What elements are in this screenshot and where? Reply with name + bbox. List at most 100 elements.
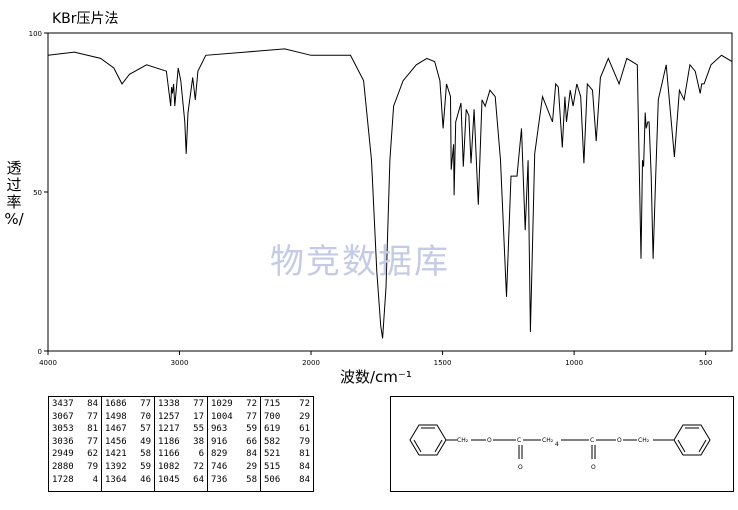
peak-wavenumber: 1338 <box>158 399 180 409</box>
peak-wavenumber: 1029 <box>211 399 233 409</box>
molecular-structure: CH₂ O C O CH₂ 4 C O O CH₂ <box>390 396 734 492</box>
peak-row: 1166 6 <box>158 448 204 461</box>
peak-wavenumber: 715 <box>264 399 281 409</box>
peak-row: 2880 79 <box>52 461 98 474</box>
ir-spectrum-chart: 4000 3000 2000 1500 1000 500 0 50 100 <box>29 30 733 367</box>
x-axis-title: 波数/cm⁻¹ <box>340 368 412 386</box>
peak-transmittance: 72 <box>193 461 204 472</box>
peak-transmittance: 55 <box>193 424 204 435</box>
peak-wavenumber: 3067 <box>52 411 74 422</box>
x-tick-label: 1000 <box>565 359 583 367</box>
peak-transmittance: 84 <box>87 399 98 409</box>
peak-row: 1467 57 <box>105 423 151 436</box>
peak-row: 619 61 <box>264 423 310 436</box>
label-o-left: O <box>487 437 492 444</box>
y-tick-label: 50 <box>33 189 42 197</box>
peak-row: 1257 17 <box>158 411 204 424</box>
peak-table: 3437 84 3067 77 3053 81 3036 77 2949 62 2880 79 1728… <box>48 396 314 492</box>
x-tick-label: 3000 <box>171 359 189 367</box>
peak-row: 1045 64 <box>158 474 204 487</box>
peak-row: 715 72 <box>264 398 310 411</box>
peak-transmittance: 6 <box>198 449 204 460</box>
y-tick-label: 0 <box>38 348 42 356</box>
plot-frame <box>47 32 733 352</box>
peak-transmittance: 72 <box>299 399 310 409</box>
peak-wavenumber: 506 <box>264 474 281 485</box>
peak-wavenumber: 1004 <box>211 411 233 422</box>
label-ch2-left: CH₂ <box>457 437 469 444</box>
x-axis-ticks: 4000 3000 2000 1500 1000 500 <box>39 351 712 367</box>
peak-row: 1498 70 <box>105 411 151 424</box>
peak-wavenumber: 1421 <box>105 449 127 460</box>
peak-transmittance: 59 <box>246 424 257 435</box>
peak-wavenumber: 2949 <box>52 449 74 460</box>
peak-row: 1217 55 <box>158 423 204 436</box>
peak-wavenumber: 1082 <box>158 461 180 472</box>
peak-row: 829 84 <box>211 448 257 461</box>
peak-wavenumber: 2880 <box>52 461 74 472</box>
peak-transmittance: 58 <box>246 474 257 485</box>
peak-wavenumber: 521 <box>264 449 281 460</box>
label-carbonyl-o-right: O <box>591 464 596 471</box>
peak-transmittance: 29 <box>246 461 257 472</box>
label-c-left: C <box>517 437 521 444</box>
peak-transmittance: 38 <box>193 436 204 447</box>
peak-row: 1686 77 <box>105 398 151 411</box>
peak-transmittance: 84 <box>299 461 310 472</box>
y-title-char-1: 透 <box>6 159 22 177</box>
peak-row: 916 66 <box>211 436 257 449</box>
x-tick-label: 500 <box>699 359 712 367</box>
label-carbonyl-o-left: O <box>518 464 523 471</box>
peak-transmittance: 66 <box>246 436 257 447</box>
peak-wavenumber: 963 <box>211 424 228 435</box>
peak-wavenumber: 1186 <box>158 436 180 447</box>
peak-wavenumber: 1217 <box>158 424 180 435</box>
peak-wavenumber: 1456 <box>105 436 127 447</box>
peak-row: 1364 46 <box>105 474 151 487</box>
peak-transmittance: 57 <box>140 424 151 435</box>
peak-row: 515 84 <box>264 461 310 474</box>
peak-transmittance: 77 <box>87 436 98 447</box>
peak-transmittance: 84 <box>246 449 257 460</box>
label-c-right: C <box>590 437 594 444</box>
peak-wavenumber: 1728 <box>52 474 74 485</box>
peak-wavenumber: 746 <box>211 461 228 472</box>
peak-row: 1338 77 <box>158 398 204 411</box>
peak-row: 3053 81 <box>52 423 98 436</box>
peak-transmittance: 62 <box>87 449 98 460</box>
peak-column: 1029 72 1004 77 963 59 916 66 829 84 746 29 736 58 <box>208 397 261 491</box>
y-axis-ticks: 0 50 100 <box>29 30 48 356</box>
peak-row: 1082 72 <box>158 461 204 474</box>
peak-transmittance: 79 <box>299 436 310 447</box>
peak-wavenumber: 1045 <box>158 474 180 485</box>
peak-transmittance: 61 <box>299 424 310 435</box>
peak-row: 1421 58 <box>105 448 151 461</box>
peak-wavenumber: 1686 <box>105 399 127 409</box>
peak-row: 582 79 <box>264 436 310 449</box>
peak-transmittance: 70 <box>140 411 151 422</box>
peak-row: 700 29 <box>264 411 310 424</box>
peak-transmittance: 49 <box>140 436 151 447</box>
peak-wavenumber: 515 <box>264 461 281 472</box>
peak-wavenumber: 1467 <box>105 424 127 435</box>
peak-wavenumber: 619 <box>264 424 281 435</box>
peak-row: 506 84 <box>264 474 310 487</box>
watermark: 物竞数据库 <box>270 242 450 282</box>
y-title-char-4: %/ <box>4 210 24 228</box>
peak-row: 963 59 <box>211 423 257 436</box>
peak-wavenumber: 582 <box>264 436 281 447</box>
peak-wavenumber: 829 <box>211 449 228 460</box>
peak-wavenumber: 1166 <box>158 449 180 460</box>
peak-transmittance: 79 <box>87 461 98 472</box>
y-title-char-3: 率 <box>6 193 22 211</box>
peak-row: 1186 38 <box>158 436 204 449</box>
peak-wavenumber: 3053 <box>52 424 74 435</box>
peak-transmittance: 84 <box>299 474 310 485</box>
peak-row: 1029 72 <box>211 398 257 411</box>
label-ch2-chain: CH₂ <box>542 437 554 444</box>
peak-row: 736 58 <box>211 474 257 487</box>
peak-transmittance: 58 <box>140 449 151 460</box>
peak-transmittance: 64 <box>193 474 204 485</box>
peak-row: 3437 84 <box>52 398 98 411</box>
peak-wavenumber: 700 <box>264 411 281 422</box>
